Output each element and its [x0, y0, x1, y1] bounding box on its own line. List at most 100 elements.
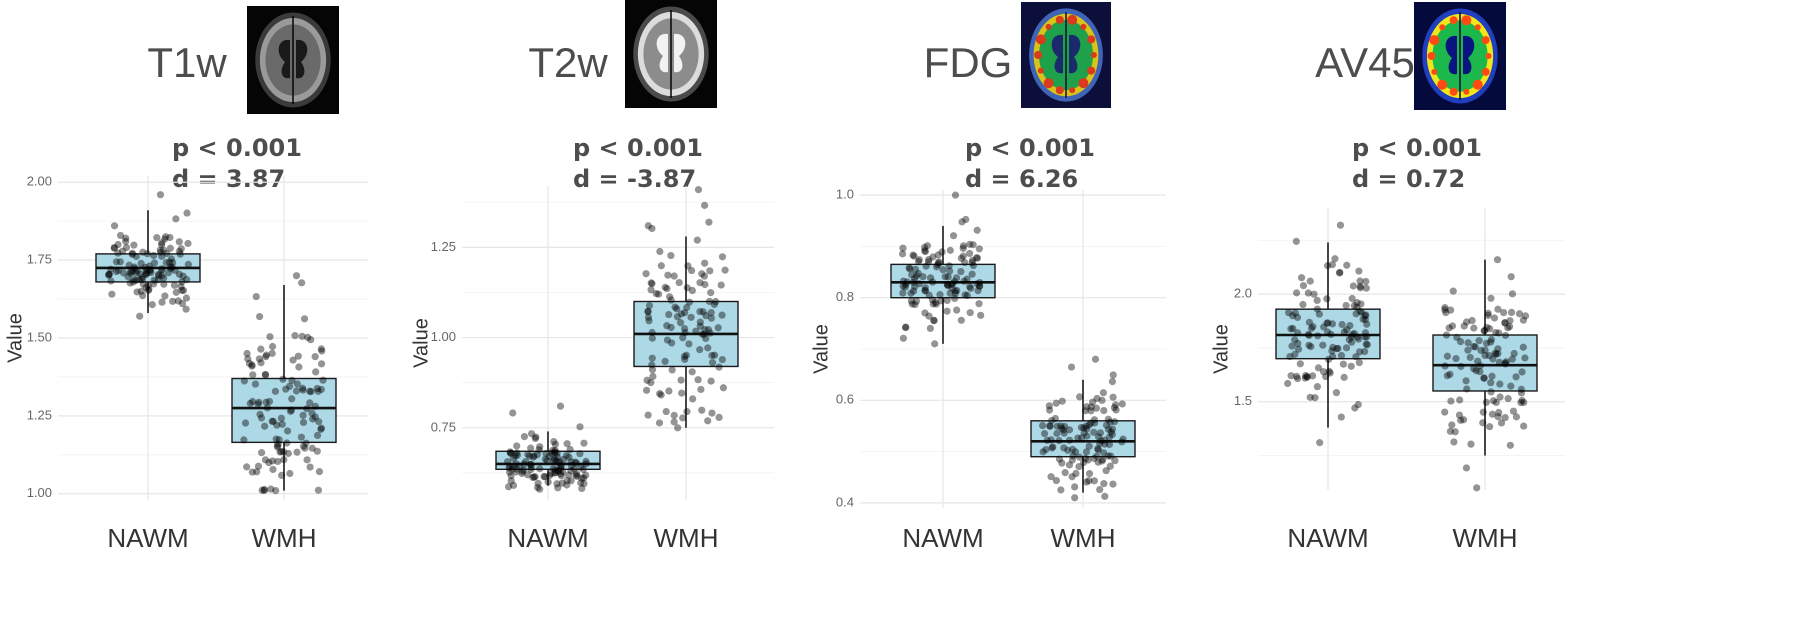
data-point — [143, 250, 152, 258]
data-point — [644, 222, 652, 230]
data-point — [255, 355, 263, 363]
data-point — [1362, 340, 1370, 348]
data-point — [1517, 389, 1526, 397]
data-point — [274, 440, 282, 448]
data-point — [1296, 360, 1304, 368]
data-point — [673, 305, 681, 313]
data-point — [1488, 372, 1496, 380]
data-point — [925, 291, 933, 299]
data-point — [1328, 347, 1336, 355]
data-point — [1480, 374, 1488, 382]
data-point — [667, 296, 675, 304]
data-point — [645, 317, 653, 325]
data-point — [901, 283, 909, 291]
data-point — [972, 254, 981, 262]
data-point — [1457, 362, 1465, 371]
data-point — [108, 290, 116, 298]
data-point — [1324, 262, 1332, 270]
data-point — [527, 460, 535, 469]
data-point — [1065, 426, 1074, 434]
data-point — [558, 479, 566, 487]
data-point — [946, 246, 954, 254]
data-point — [1319, 341, 1327, 349]
data-point — [944, 273, 952, 281]
data-point — [912, 272, 921, 280]
data-point — [1492, 328, 1500, 337]
data-point — [1327, 330, 1335, 338]
data-point — [126, 279, 134, 287]
data-point — [1343, 326, 1351, 334]
data-point — [974, 287, 982, 295]
data-point — [1291, 350, 1299, 358]
data-point — [1482, 339, 1491, 347]
data-point — [298, 279, 306, 287]
data-point — [246, 399, 254, 408]
data-point — [959, 244, 967, 252]
data-point — [1108, 377, 1117, 386]
data-point — [1112, 406, 1120, 414]
data-point — [680, 352, 689, 360]
data-point — [643, 386, 651, 394]
data-point — [706, 329, 714, 337]
data-point — [168, 263, 176, 271]
data-point — [143, 269, 151, 277]
data-point — [1356, 307, 1364, 315]
data-point — [663, 284, 671, 293]
y-tick-label: 1.25 — [27, 407, 52, 422]
data-point — [1069, 452, 1077, 460]
data-point — [1495, 358, 1503, 366]
data-point — [1299, 282, 1308, 290]
data-point — [1304, 289, 1312, 297]
data-point — [1470, 324, 1478, 332]
data-point — [1447, 306, 1455, 314]
data-point — [1313, 296, 1321, 305]
data-point — [161, 235, 169, 243]
data-point — [1043, 436, 1051, 444]
data-point — [907, 297, 916, 305]
data-point — [260, 485, 268, 494]
data-point — [130, 241, 138, 249]
data-point — [1057, 422, 1065, 430]
data-point — [1305, 318, 1313, 326]
data-point — [282, 385, 290, 393]
data-point — [182, 305, 190, 313]
data-point — [306, 463, 314, 471]
data-point — [1486, 423, 1494, 431]
effect-size-label: d = 6.26 — [965, 165, 1078, 193]
data-point — [1083, 425, 1091, 433]
data-point — [263, 404, 272, 412]
data-point — [967, 284, 975, 293]
data-point — [136, 312, 144, 320]
data-point — [1347, 362, 1355, 370]
data-point — [683, 408, 691, 416]
data-point — [1100, 406, 1108, 415]
data-point — [1058, 424, 1066, 433]
data-point — [1307, 324, 1316, 332]
data-point — [1459, 416, 1468, 424]
data-point — [1293, 329, 1302, 337]
x-category-label: NAWM — [507, 523, 588, 553]
data-point — [551, 440, 560, 448]
data-point — [1483, 323, 1491, 332]
data-point — [1291, 336, 1299, 344]
data-point — [122, 237, 130, 245]
y-tick-label: 1.00 — [27, 485, 52, 500]
data-point — [314, 387, 322, 395]
data-point — [107, 265, 115, 273]
brain-hotspot — [1035, 34, 1046, 45]
data-point — [1081, 407, 1090, 415]
data-point — [160, 280, 168, 288]
data-point — [313, 447, 321, 455]
data-point — [536, 443, 544, 451]
data-point — [1352, 353, 1360, 361]
data-point — [1448, 322, 1457, 330]
data-point — [545, 452, 554, 460]
box-wmh — [1030, 355, 1136, 502]
brain-hotspot — [1472, 79, 1483, 90]
data-point — [1501, 360, 1510, 368]
data-point — [921, 287, 930, 295]
data-point — [1342, 344, 1351, 352]
data-point — [679, 414, 687, 422]
data-point — [1090, 477, 1098, 485]
data-point — [648, 354, 656, 362]
